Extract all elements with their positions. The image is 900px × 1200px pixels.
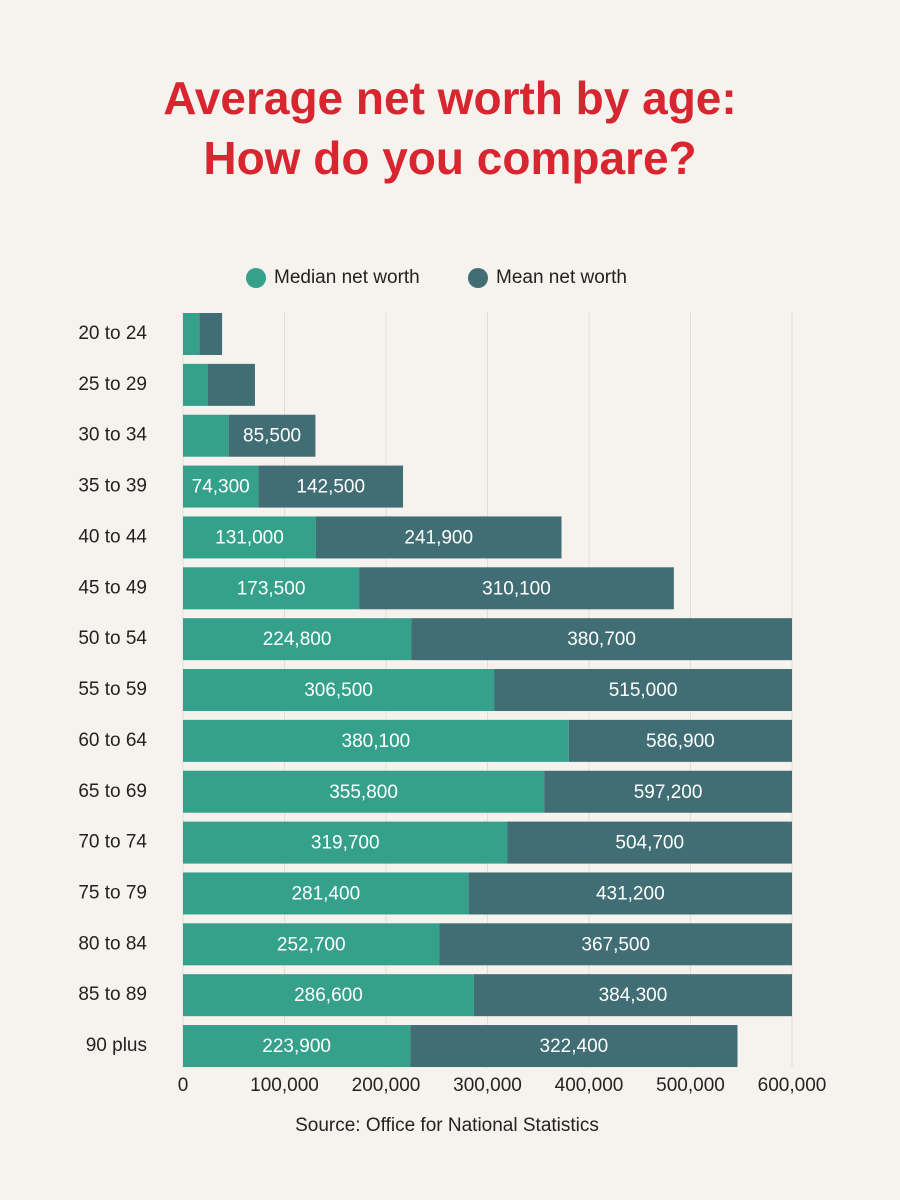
value-label: 173,500 <box>237 578 306 599</box>
y-tick-label: 20 to 24 <box>78 323 147 344</box>
value-label: 322,400 <box>540 1036 609 1057</box>
bar-segment <box>183 465 259 508</box>
y-tick-label: 25 to 29 <box>78 374 147 395</box>
y-tick-label: 30 to 34 <box>78 425 147 446</box>
value-label: 252,700 <box>277 934 346 955</box>
value-label: 431,200 <box>596 883 665 904</box>
legend-swatch <box>468 268 488 288</box>
y-tick-label: 60 to 64 <box>78 730 147 751</box>
x-tick-label: 100,000 <box>250 1075 319 1096</box>
x-tick-label: 500,000 <box>656 1075 725 1096</box>
bar-segment <box>468 872 792 915</box>
value-label: 223,900 <box>262 1036 331 1057</box>
bar-segment <box>183 363 208 406</box>
value-label: 380,100 <box>342 731 411 752</box>
value-label: 241,900 <box>404 527 473 548</box>
source: Source: Office for National Statistics <box>295 1115 599 1136</box>
bar-segment <box>439 923 792 966</box>
value-label: 515,000 <box>609 680 678 701</box>
bar-segment <box>183 974 474 1017</box>
bar-segment <box>183 821 508 864</box>
y-tick-label: 50 to 54 <box>78 628 147 649</box>
bar-segment <box>183 313 200 355</box>
legend-label: Median net worth <box>274 267 420 288</box>
bar-segment <box>411 618 792 661</box>
bar-segment <box>183 516 316 559</box>
value-label: 286,600 <box>294 985 363 1006</box>
legend-label: Mean net worth <box>496 267 627 288</box>
value-label: 586,900 <box>646 731 715 752</box>
bar-segment <box>568 719 792 762</box>
bar-segment <box>473 974 792 1017</box>
value-label: 74,300 <box>192 477 250 498</box>
chart-title: Average net worth by age: <box>163 72 736 124</box>
bar-segment <box>544 770 792 813</box>
bar-segment <box>494 669 792 712</box>
bar-segment <box>315 516 562 559</box>
bar-segment <box>183 618 412 661</box>
bars <box>183 313 792 1068</box>
value-label: 85,500 <box>243 426 301 447</box>
value-label: 367,500 <box>581 934 650 955</box>
bar-segment <box>507 821 792 864</box>
value-label: 384,300 <box>599 985 668 1006</box>
value-label: 597,200 <box>634 782 703 803</box>
y-tick-label: 55 to 59 <box>78 679 147 700</box>
value-label: 504,700 <box>615 833 684 854</box>
bar-segment <box>410 1025 738 1068</box>
bar-segment <box>183 414 229 457</box>
bar-segment <box>183 669 495 712</box>
x-tick-label: 300,000 <box>453 1075 522 1096</box>
x-tick-label: 400,000 <box>555 1075 624 1096</box>
bar-segment <box>183 567 360 610</box>
value-label: 131,000 <box>215 527 284 548</box>
y-tick-label: 75 to 79 <box>78 882 147 903</box>
y-tick-label: 45 to 49 <box>78 577 147 598</box>
value-label: 355,800 <box>329 782 398 803</box>
y-tick-label: 40 to 44 <box>78 526 147 547</box>
x-tick-label: 0 <box>178 1075 189 1096</box>
y-tick-label: 35 to 39 <box>78 476 147 497</box>
y-tick-label: 65 to 69 <box>78 781 147 802</box>
bar-segment <box>183 872 469 915</box>
value-label: 142,500 <box>296 477 365 498</box>
y-tick-label: 85 to 89 <box>78 984 147 1005</box>
bar-segment <box>183 770 545 813</box>
chart-subtitle: How do you compare? <box>203 132 696 184</box>
y-tick-label: 80 to 84 <box>78 933 147 954</box>
value-label: 380,700 <box>567 629 636 650</box>
value-label: 306,500 <box>304 680 373 701</box>
value-label: 319,700 <box>311 833 380 854</box>
legend-swatch <box>246 268 266 288</box>
value-label: 281,400 <box>291 883 360 904</box>
bar-segment <box>183 1025 411 1068</box>
x-tick-label: 600,000 <box>758 1075 827 1096</box>
x-tick-label: 200,000 <box>352 1075 421 1096</box>
bar-segment <box>359 567 674 610</box>
bar-segment <box>183 719 569 762</box>
bar-segment <box>199 313 223 355</box>
y-tick-label: 90 plus <box>86 1035 147 1056</box>
bar-segment <box>183 923 440 966</box>
value-label: 310,100 <box>482 578 551 599</box>
bar-segment <box>207 363 255 406</box>
bar-segment <box>228 414 316 457</box>
bar-segment <box>258 465 404 508</box>
y-tick-label: 70 to 74 <box>78 832 147 853</box>
value-label: 224,800 <box>263 629 332 650</box>
